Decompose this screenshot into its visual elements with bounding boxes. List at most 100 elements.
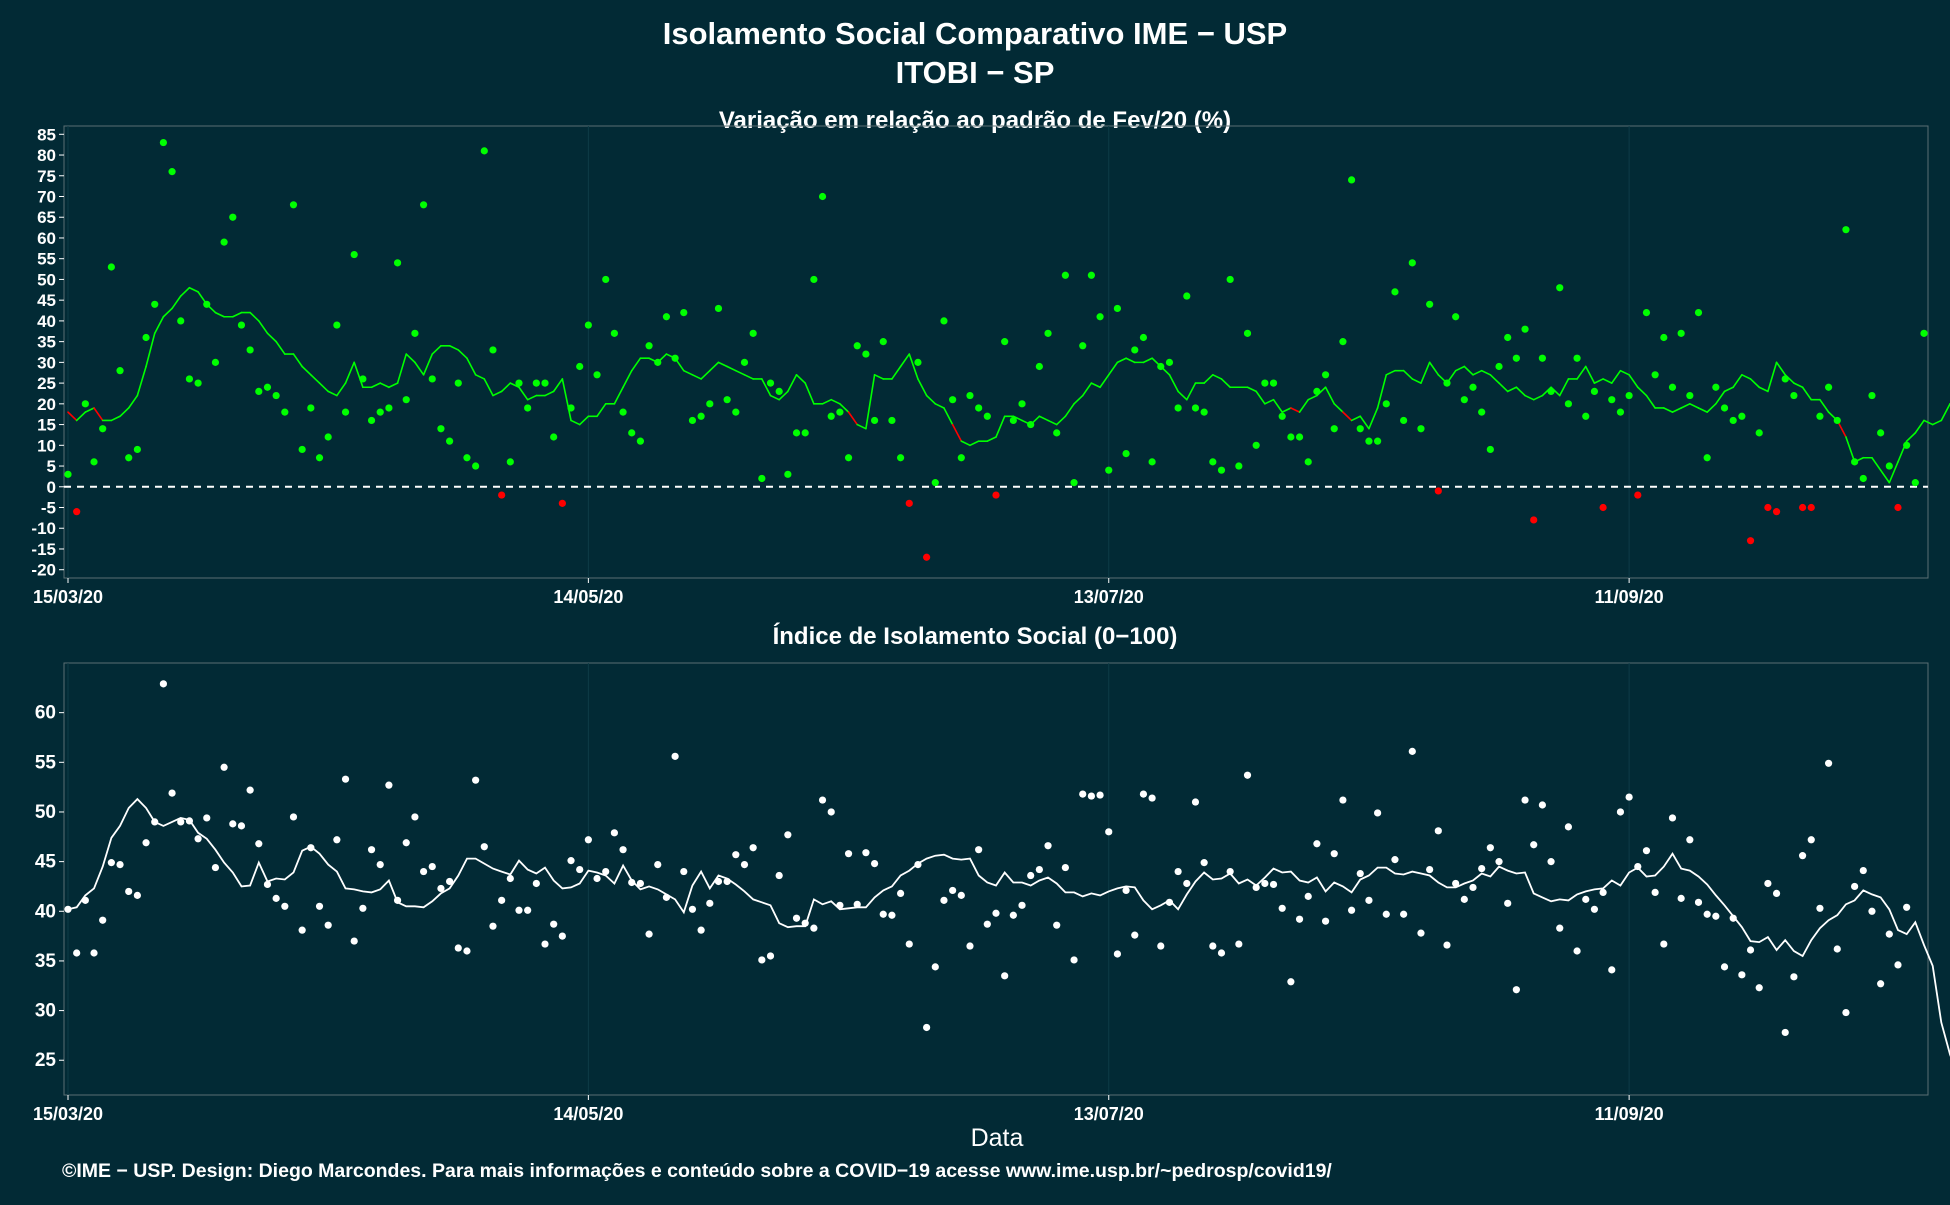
- index-data-point: [1504, 899, 1512, 907]
- index-data-point: [1165, 898, 1174, 906]
- variation-y-tick-label: -5: [41, 499, 56, 518]
- index-data-point: [506, 874, 514, 883]
- variation-trend-segment: [275, 340, 286, 355]
- variation-trend-segment: [318, 382, 329, 393]
- index-data-point: [610, 829, 618, 837]
- variation-data-point: [220, 238, 228, 246]
- variation-data-point: [1426, 300, 1434, 308]
- variation-trend-segment: [1012, 415, 1023, 422]
- index-data-point: [1521, 796, 1529, 804]
- variation-data-point: [853, 342, 861, 350]
- variation-trend-segment: [830, 398, 841, 405]
- variation-data-point: [870, 416, 879, 425]
- index-data-point: [914, 861, 922, 869]
- index-data-point: [133, 891, 141, 899]
- index-data-point: [159, 680, 168, 688]
- variation-data-point: [1920, 329, 1928, 337]
- index-data-point: [992, 909, 1000, 917]
- variation-data-point: [1842, 226, 1850, 234]
- index-data-point: [1044, 842, 1052, 850]
- index-data-point: [1660, 940, 1668, 948]
- index-data-point: [324, 921, 332, 929]
- index-data-point: [1851, 882, 1859, 891]
- index-data-point: [203, 814, 211, 822]
- variation-data-point: [1287, 433, 1295, 441]
- index-y-tick-label: 50: [35, 802, 56, 823]
- variation-trend-segment: [1480, 369, 1492, 376]
- index-data-point: [844, 850, 853, 858]
- variation-data-point: [1191, 404, 1200, 412]
- index-data-point: [1382, 910, 1390, 918]
- variation-data-point: [1269, 379, 1278, 387]
- index-data-point: [1530, 841, 1538, 849]
- index-data-point: [99, 916, 107, 924]
- variation-data-point: [888, 416, 896, 425]
- variation-data-point: [1321, 371, 1330, 379]
- index-data-point: [446, 877, 454, 886]
- index-data-point: [1278, 904, 1286, 912]
- index-data-point: [1859, 866, 1867, 875]
- variation-data-point: [688, 416, 697, 425]
- variation-data-point: [957, 454, 965, 462]
- index-data-point: [1105, 828, 1113, 836]
- variation-data-point: [1053, 429, 1061, 437]
- variation-trend-segment: [552, 378, 564, 393]
- index-data-point: [602, 867, 610, 876]
- index-panel-frame: [63, 662, 1929, 1096]
- variation-data-point: [1877, 429, 1885, 437]
- variation-data-point: [1495, 362, 1503, 371]
- index-data-point: [1295, 915, 1304, 923]
- index-data-point: [1833, 945, 1841, 953]
- variation-trend-segment: [474, 374, 486, 380]
- variation-data-point: [472, 462, 480, 470]
- index-data-point: [307, 844, 315, 852]
- index-data-point: [298, 926, 306, 934]
- variation-y-tick-label: 15: [37, 416, 56, 435]
- variation-trend-segment: [847, 411, 859, 426]
- variation-data-point: [706, 400, 714, 408]
- variation-trend-segment: [1376, 374, 1388, 409]
- variation-x-tick-label: 14/05/20: [553, 587, 623, 607]
- variation-data-point: [229, 213, 237, 221]
- variation-data-point: [541, 379, 549, 387]
- index-data-point: [385, 781, 393, 789]
- variation-trend-segment: [370, 382, 382, 389]
- variation-trend-segment: [596, 403, 607, 418]
- index-data-point: [723, 877, 731, 886]
- variation-trend-segment: [214, 311, 225, 318]
- index-data-point: [419, 867, 428, 876]
- variation-trend-segment: [561, 378, 572, 422]
- variation-data-point: [211, 358, 220, 366]
- variation-trend-segment: [422, 353, 434, 376]
- index-data-point: [341, 775, 350, 783]
- variation-data-point: [1374, 437, 1382, 445]
- variation-trend-segment: [726, 365, 737, 372]
- variation-data-point: [636, 437, 645, 445]
- index-data-point: [1807, 836, 1815, 844]
- variation-trend-segment: [1636, 386, 1648, 397]
- variation-data-point: [1009, 416, 1017, 425]
- index-data-point: [532, 879, 540, 888]
- index-data-point: [836, 901, 844, 909]
- index-data-point: [758, 956, 766, 964]
- variation-data-point: [1599, 503, 1607, 512]
- index-data-point: [1625, 793, 1633, 801]
- variation-trend-segment: [1472, 369, 1483, 376]
- index-data-point: [879, 910, 887, 918]
- variation-data-point: [983, 412, 991, 420]
- variation-trend-segment: [1723, 386, 1734, 393]
- variation-trend-segment: [483, 378, 494, 397]
- index-data-point: [515, 906, 523, 914]
- index-data-point: [1053, 921, 1061, 929]
- variation-trend-segment: [1047, 419, 1058, 426]
- variation-data-point: [1851, 458, 1859, 466]
- variation-y-tick-label: -10: [31, 519, 56, 538]
- index-data-point: [81, 896, 89, 904]
- variation-trend-segment: [1905, 432, 1917, 442]
- variation-trend-segment: [1359, 415, 1370, 430]
- variation-trend-segment: [682, 369, 694, 376]
- variation-trend-segment: [1220, 378, 1231, 389]
- variation-data-point: [524, 404, 532, 412]
- variation-data-point: [1347, 176, 1356, 184]
